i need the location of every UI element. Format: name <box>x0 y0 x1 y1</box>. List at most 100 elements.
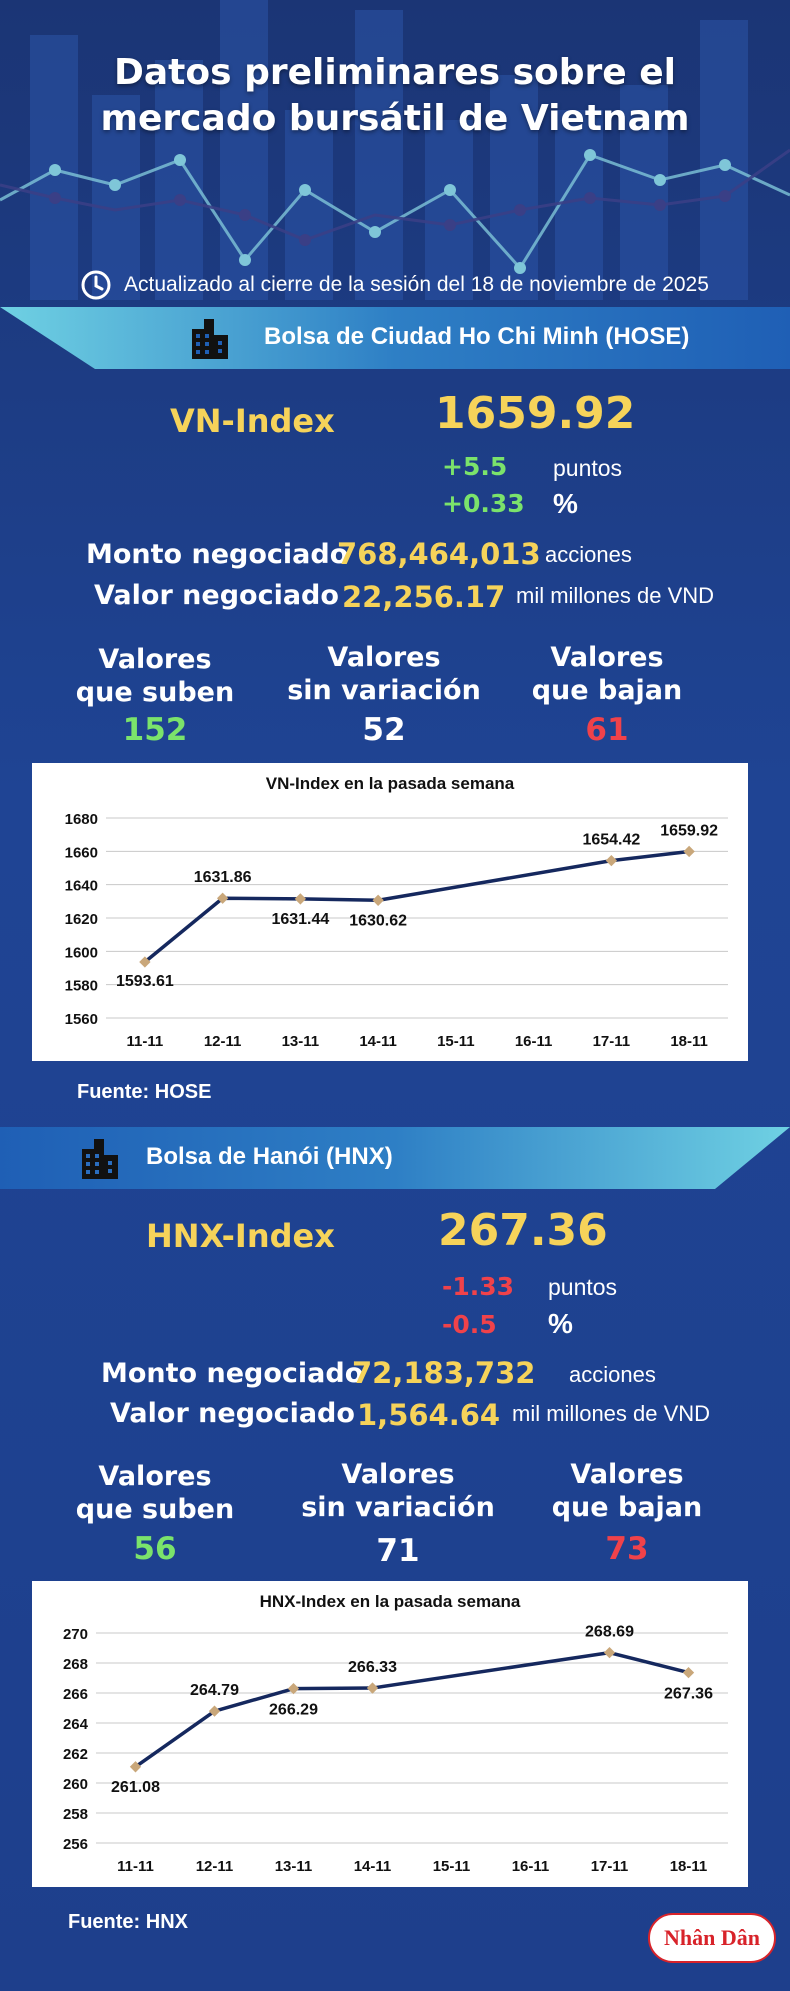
hnx-value-unit: mil millones de VND <box>512 1401 711 1426</box>
x-tick-label: 18-11 <box>670 1033 708 1050</box>
hose-flat-label-1: Valores <box>327 642 441 673</box>
header: Datos preliminares sobre el mercado burs… <box>0 0 790 300</box>
data-label: 261.08 <box>111 1779 160 1796</box>
hose-value-unit: mil millones de VND <box>516 583 715 608</box>
hose-up-label-1: Valores <box>98 644 212 675</box>
data-label: 266.33 <box>348 1659 397 1676</box>
hnx-exchange-name: Bolsa de Hanói (HNX) <box>146 1143 393 1170</box>
x-tick-label: 14-11 <box>359 1033 397 1050</box>
hnx-index-name: HNX-Index <box>146 1217 335 1255</box>
hose-change-pct-unit: % <box>553 488 578 519</box>
data-label: 1593.61 <box>116 973 174 990</box>
hnx-index-chart: HNX-Index en la pasada semana 256 258 260 26… <box>32 1581 748 1887</box>
data-label: 266.29 <box>269 1702 318 1719</box>
data-label: 1631.44 <box>271 911 329 928</box>
hnx-change-pct: -0.5 <box>442 1310 497 1339</box>
hose-down-label-2: que bajan <box>531 675 683 706</box>
y-tick-label: 1640 <box>65 878 98 895</box>
hnx-up-label-1: Valores <box>98 1461 212 1492</box>
data-label: 268.69 <box>585 1624 634 1641</box>
hnx-volume-unit: acciones <box>569 1362 656 1387</box>
hose-index-value: 1659.92 <box>435 388 636 439</box>
hose-source: Fuente: HOSE <box>77 1081 212 1103</box>
y-tick-label: 1620 <box>65 911 98 928</box>
hnx-up-label: Valores que suben <box>45 1460 265 1526</box>
data-point <box>603 1646 616 1659</box>
y-tick-label: 1580 <box>65 978 98 995</box>
y-tick-label: 264 <box>63 1716 89 1733</box>
x-tick-label: 18-11 <box>670 1858 708 1875</box>
hose-volume-value: 768,464,013 <box>337 537 541 571</box>
hnx-down-label-1: Valores <box>570 1459 684 1490</box>
hose-volume-unit: acciones <box>545 542 632 567</box>
hose-up-label-2: que suben <box>75 677 235 708</box>
hose-change-points: +5.5 <box>442 452 508 481</box>
hnx-flat-label-2: sin variación <box>301 1492 495 1523</box>
series-line <box>143 849 690 964</box>
x-tick-label: 16-11 <box>512 1858 550 1875</box>
chart-title: HNX-Index en la pasada semana <box>260 1592 521 1611</box>
building-icon <box>192 319 228 359</box>
hose-change-points-unit: puntos <box>553 455 623 481</box>
data-label: 264.79 <box>190 1682 239 1699</box>
x-tick-label: 17-11 <box>593 1033 631 1050</box>
data-point <box>682 1666 695 1679</box>
data-label: 1654.42 <box>582 832 640 849</box>
data-point <box>366 1682 379 1694</box>
y-tick-label: 1680 <box>65 811 98 828</box>
data-point <box>294 893 307 905</box>
hnx-index-value: 267.36 <box>438 1205 608 1256</box>
hnx-value-label: Valor negociado <box>110 1398 355 1429</box>
hnx-source: Fuente: HNX <box>68 1911 188 1933</box>
hnx-down-label: Valores que bajan <box>517 1458 737 1524</box>
x-tick-label: 16-11 <box>515 1033 553 1050</box>
hose-down-label: Valores que bajan <box>497 641 717 707</box>
hnx-volume-label: Monto negociado <box>101 1358 364 1389</box>
title-line-1: Datos preliminares sobre el <box>114 52 676 93</box>
data-point <box>216 892 229 904</box>
x-tick-label: 15-11 <box>433 1858 471 1875</box>
hnx-up-label-2: que suben <box>75 1494 235 1525</box>
y-tick-label: 1600 <box>65 944 98 961</box>
hnx-change-points-unit: puntos <box>548 1274 618 1300</box>
chart-svg: VN-Index en la pasada semana 1560 1580 1600… <box>65 774 728 1050</box>
y-tick-label: 258 <box>63 1806 88 1823</box>
building-icon <box>82 1139 118 1179</box>
chart-svg: HNX-Index en la pasada semana 256 258 260 26… <box>63 1592 728 1875</box>
y-tick-label: 268 <box>63 1656 88 1673</box>
y-tick-label: 1660 <box>65 844 98 861</box>
updated-note: Actualizado al cierre de la sesión del 1… <box>80 268 709 302</box>
y-tick-label: 1560 <box>65 1011 98 1028</box>
hose-up-count: 152 <box>122 712 188 748</box>
data-point <box>372 894 384 906</box>
data-label: 1630.62 <box>349 912 407 929</box>
x-tick-label: 14-11 <box>354 1858 392 1875</box>
hose-index-name: VN-Index <box>170 402 335 440</box>
hnx-volume-value: 72,183,732 <box>352 1356 536 1390</box>
y-tick-label: 266 <box>63 1686 88 1703</box>
hose-change-pct: +0.33 <box>442 489 525 518</box>
hose-down-count: 61 <box>585 712 629 748</box>
hose-value-label: Valor negociado <box>94 580 339 611</box>
data-label: 267.36 <box>664 1686 713 1703</box>
hose-flat-label-2: sin variación <box>287 675 481 706</box>
hnx-flat-label-1: Valores <box>341 1459 455 1490</box>
hnx-up-count: 56 <box>133 1531 177 1567</box>
x-tick-label: 12-11 <box>204 1033 242 1050</box>
hose-down-label-1: Valores <box>550 642 664 673</box>
y-tick-label: 256 <box>63 1836 88 1853</box>
hose-flat-label: Valores sin variación <box>274 641 494 707</box>
y-tick-label: 260 <box>63 1776 88 1793</box>
vn-index-chart: VN-Index en la pasada semana 1560 1580 1600… <box>32 763 748 1061</box>
x-tick-label: 12-11 <box>196 1858 234 1875</box>
hnx-down-label-2: que bajan <box>551 1492 703 1523</box>
data-label: 1631.86 <box>194 869 252 886</box>
title-line-2: mercado bursátil de Vietnam <box>100 98 690 139</box>
updated-text: Actualizado al cierre de la sesión del 1… <box>124 273 709 296</box>
hose-banner: Bolsa de Ciudad Ho Chi Minh (HOSE) <box>0 307 790 369</box>
x-tick-label: 17-11 <box>591 1858 629 1875</box>
hose-volume-label: Monto negociado <box>86 539 349 570</box>
nhan-dan-logo: Nhân Dân <box>648 1913 776 1963</box>
hose-flat-count: 52 <box>362 712 406 748</box>
hnx-down-count: 73 <box>605 1531 649 1567</box>
